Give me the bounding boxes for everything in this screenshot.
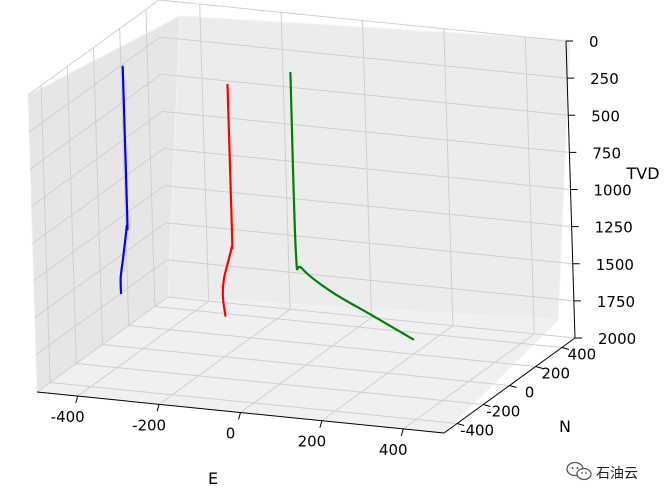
tvd-tick-label: 1500	[596, 256, 634, 274]
back-pane	[167, 15, 571, 321]
n-tick-mark	[509, 385, 517, 388]
n-tick-mark	[535, 366, 543, 369]
grid-line-tvd	[163, 148, 571, 190]
tick-labels: -400 -200 0 200 400-400-20002004000250500750…	[51, 33, 637, 459]
e-tick-mark	[319, 420, 323, 428]
grid-line-tvd	[165, 222, 573, 265]
n-tick-mark	[456, 423, 465, 426]
tvd-tick-label: 250	[590, 70, 619, 88]
n-tick-mark	[483, 404, 491, 407]
grid-line-tvd	[34, 222, 167, 319]
e-tick-label: -200	[132, 416, 166, 434]
e-tick-label: 200	[298, 433, 327, 451]
e-tick-mark	[156, 404, 160, 412]
tvd-tick-label: 2000	[598, 330, 636, 348]
n-tick-label: -200	[486, 403, 520, 421]
grid-line-tvd	[28, 36, 161, 133]
grid-line-tvd	[167, 296, 576, 339]
y-axis-label: N	[559, 417, 571, 436]
grid-line-tvd	[160, 36, 568, 79]
grid-line-tvd	[158, 0, 567, 42]
e-tick-label: -400	[51, 408, 85, 426]
n-tick-label: -400	[460, 422, 494, 440]
grid-line-tvd	[166, 259, 574, 302]
grid-line-tvd	[31, 110, 163, 207]
grid-lines	[27, 0, 576, 430]
tvd-tick-label: 1750	[597, 293, 635, 311]
well-trajectory-1	[119, 65, 129, 295]
e-tick-mark	[238, 412, 241, 420]
grid-line-n	[102, 344, 510, 386]
watermark: 石油云	[566, 461, 638, 482]
tvd-tick-label: 1250	[595, 219, 633, 237]
tvd-tick-label: 500	[591, 107, 620, 125]
e-tick-label: 400	[379, 441, 408, 459]
tvd-tick-label: 0	[589, 33, 599, 51]
grid-line-n	[76, 363, 484, 405]
well-trajectory-2	[221, 83, 234, 317]
tvd-tick-label: 750	[592, 144, 621, 162]
grid-line-n	[154, 306, 562, 348]
tick-marks	[75, 40, 582, 437]
grid-line-n	[128, 325, 536, 367]
grid-line-tvd	[32, 148, 164, 244]
grid-line-tvd	[162, 110, 570, 153]
well-trajectory-3	[289, 71, 415, 341]
grid-line-n	[50, 382, 458, 424]
tvd-tick-label: 1000	[594, 182, 632, 200]
grid-line-tvd	[36, 296, 169, 393]
watermark-text: 石油云	[596, 466, 638, 482]
e-tick-mark	[400, 428, 404, 437]
wechat-icon	[566, 461, 592, 481]
grid-line-tvd	[33, 185, 165, 282]
e-tick-label: 0	[226, 425, 236, 443]
e-tick-mark	[75, 395, 79, 404]
grid-line-tvd	[27, 0, 160, 96]
grid-line-tvd	[35, 259, 168, 356]
n-tick-label: 0	[525, 384, 535, 402]
x-axis-label: E	[208, 469, 218, 488]
grid-line-tvd	[29, 73, 162, 170]
z-axis-label: TVD	[625, 164, 659, 183]
grid-line-tvd	[164, 185, 572, 228]
series-lines	[119, 65, 415, 341]
n-tick-label: 400	[568, 346, 597, 364]
n-tick-mark	[561, 347, 570, 350]
grid-line-tvd	[161, 73, 569, 116]
n-tick-label: 200	[541, 365, 570, 383]
